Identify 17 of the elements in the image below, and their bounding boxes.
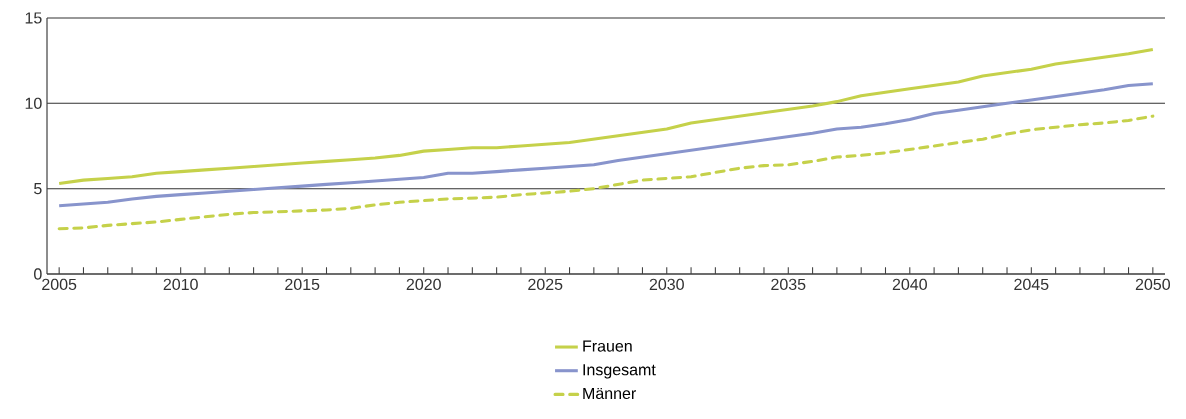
y-tick-label: 15 [25,12,42,24]
x-tick-label: 2010 [163,278,198,291]
legend-label: Insgesamt [583,364,656,379]
y-tick-label: 0 [34,268,42,280]
x-tick-label: 2035 [771,278,806,291]
y-tick-label: 5 [34,183,42,195]
legend-label: Frauen [583,340,632,352]
y-tick-label: 10 [25,97,42,109]
x-tick-label: 2015 [285,278,320,291]
legend-label: Männer [583,387,636,400]
x-tick-label: 2030 [649,278,684,291]
x-tick-label: 2005 [42,278,77,291]
x-tick-label: 2045 [1014,278,1049,291]
x-tick-label: 2020 [406,278,441,291]
x-tick-label: 2050 [1135,278,1171,291]
x-tick-label: 2040 [892,278,927,291]
x-tick-label: 2025 [528,278,563,291]
